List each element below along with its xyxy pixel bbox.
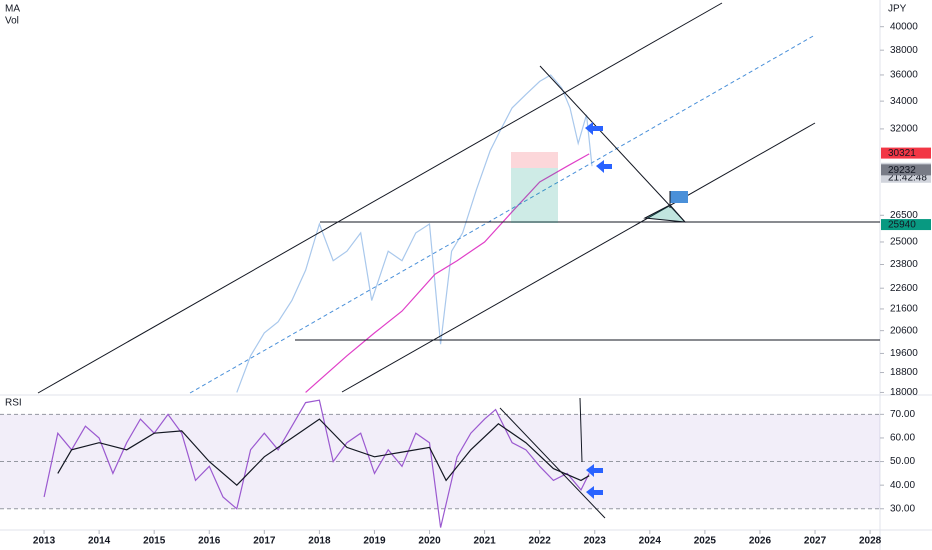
- rsi-trendline: [499, 407, 606, 519]
- x-tick-label: 2021: [473, 536, 496, 547]
- x-tick-label: 2027: [804, 536, 827, 547]
- arrow: [585, 122, 603, 135]
- arrow: [586, 464, 603, 477]
- x-tick-label: 2023: [584, 536, 607, 547]
- price-tag: [881, 219, 931, 231]
- price-tag: [881, 147, 931, 159]
- y-tick-label: 40.00: [890, 480, 915, 491]
- currency-label: JPY: [888, 4, 907, 15]
- y-tick-label: 26500: [890, 210, 918, 221]
- price-tag-label: 30321: [888, 148, 916, 159]
- y-tick-label: 70.00: [890, 409, 915, 420]
- drawings: [37, 2, 880, 519]
- triangle: [643, 204, 687, 223]
- indicator-label: MA: [5, 4, 20, 15]
- price-tag-label: 25940: [888, 220, 916, 231]
- rsi-panel: [0, 395, 880, 530]
- downtrend-line: [539, 65, 686, 223]
- y-tick-label: 23800: [890, 259, 918, 270]
- channel-upper: [37, 2, 723, 394]
- x-tick-label: 2017: [253, 536, 276, 547]
- y-tick-label: 18000: [890, 387, 918, 398]
- x-tick-label: 2018: [308, 536, 331, 547]
- series-line: [57, 418, 590, 487]
- y-tick-label: 38000: [890, 45, 918, 56]
- y-tick-label: 21600: [890, 304, 918, 315]
- stop-zone: [511, 152, 558, 168]
- y-tick-label: 50.00: [890, 456, 915, 467]
- x-tick-label: 2025: [694, 536, 717, 547]
- rsi-title: RSI: [5, 398, 22, 409]
- series-line: [43, 399, 590, 528]
- x-tick-label: 2014: [88, 536, 111, 547]
- series-line: [305, 153, 590, 393]
- y-tick-label: 20600: [890, 325, 918, 336]
- arrow: [596, 160, 612, 173]
- x-tick-label: 2016: [198, 536, 221, 547]
- series-line: [236, 74, 593, 393]
- y-tick-label: 30.00: [890, 503, 915, 514]
- x-tick-label: 2022: [529, 536, 552, 547]
- rsi-band: [0, 414, 880, 509]
- x-tick-label: 2015: [143, 536, 166, 547]
- x-tick-label: 2019: [363, 536, 386, 547]
- x-tick-label: 2024: [639, 536, 662, 547]
- y-tick-label: 60.00: [890, 433, 915, 444]
- x-tick-label: 2020: [418, 536, 441, 547]
- y-tick-label: 19600: [890, 348, 918, 359]
- y-tick-label: 36000: [890, 70, 918, 81]
- y-tick-label: 32000: [890, 124, 918, 135]
- indicator-label: Vol: [5, 16, 19, 27]
- x-tick-label: 2026: [749, 536, 772, 547]
- price-tag-label: 29232: [888, 165, 916, 176]
- x-tick-label: 2013: [33, 536, 56, 547]
- y-tick-label: 25000: [890, 237, 918, 248]
- price-tag: [881, 164, 931, 176]
- channel-mid: [189, 34, 816, 394]
- x-tick-label: 2028: [859, 536, 882, 547]
- price-tag-sublabel: 21:42:48: [888, 172, 927, 183]
- y-tick-label: 40000: [890, 21, 918, 32]
- y-tick-label: 18800: [890, 367, 918, 378]
- y-tick-label: 22600: [890, 283, 918, 294]
- channel-lower: [341, 122, 816, 393]
- target-zone: [511, 168, 558, 223]
- rsi-vertical: [579, 397, 583, 463]
- arrow: [586, 486, 603, 499]
- y-tick-label: 34000: [890, 96, 918, 107]
- flag: [670, 191, 688, 203]
